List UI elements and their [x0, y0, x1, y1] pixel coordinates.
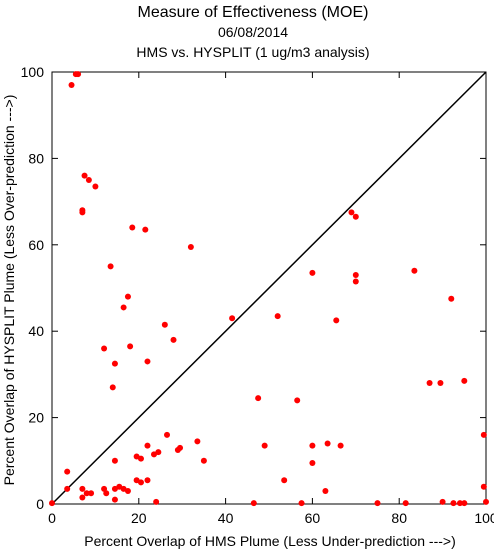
data-point — [333, 317, 340, 324]
data-point — [107, 263, 114, 270]
data-point — [322, 488, 329, 495]
data-point — [85, 177, 92, 183]
data-point — [352, 213, 359, 220]
data-point — [101, 345, 108, 352]
data-point — [309, 459, 316, 466]
data-point — [281, 477, 288, 484]
data-point — [450, 500, 457, 507]
data-point — [187, 243, 194, 250]
data-point — [255, 395, 262, 402]
x-axis-label: Percent Overlap of HMS Plume (Less Under… — [84, 533, 456, 549]
data-point — [426, 380, 433, 387]
data-point — [83, 490, 90, 497]
data-point — [309, 269, 316, 276]
data-point — [194, 438, 201, 445]
data-point — [111, 496, 118, 503]
data-point — [483, 498, 489, 505]
data-point — [324, 440, 331, 447]
data-point — [144, 358, 151, 365]
chart-subtitle: HMS vs. HYSPLIT (1 ug/m3 analysis) — [136, 44, 369, 60]
data-point — [68, 81, 75, 88]
data-point — [274, 313, 281, 320]
y-tick-label: 0 — [36, 496, 44, 512]
data-point — [124, 293, 131, 300]
data-point — [480, 483, 487, 490]
x-tick-label: 40 — [218, 510, 234, 526]
data-point — [411, 267, 418, 274]
data-point — [64, 485, 71, 492]
y-tick-label: 20 — [28, 410, 44, 426]
data-point — [352, 272, 359, 279]
x-tick-label: 0 — [48, 510, 56, 526]
data-point — [348, 209, 355, 216]
data-point — [298, 500, 305, 507]
data-point — [124, 488, 131, 495]
y-tick-label: 100 — [21, 64, 45, 80]
data-point — [461, 377, 468, 384]
data-point — [103, 490, 110, 497]
data-point — [261, 442, 268, 449]
data-point — [129, 224, 136, 231]
data-point — [456, 500, 463, 507]
y-axis-label: Percent Overlap of HYSPLIT Plume (Less O… — [1, 95, 17, 486]
data-point — [64, 468, 71, 475]
data-point — [137, 455, 144, 462]
data-point — [49, 500, 55, 507]
data-point — [250, 500, 257, 507]
data-point — [437, 380, 444, 387]
data-point — [92, 183, 99, 190]
data-point — [120, 304, 127, 311]
x-tick-label: 100 — [474, 510, 494, 526]
data-point — [229, 315, 236, 322]
data-point — [461, 500, 468, 507]
data-point — [79, 209, 86, 216]
data-point — [200, 457, 207, 464]
data-point — [79, 494, 86, 501]
x-tick-label: 80 — [391, 510, 407, 526]
chart-title: Measure of Effectiveness (MOE) — [138, 4, 369, 21]
data-point — [111, 457, 118, 464]
data-point — [170, 336, 177, 343]
data-point — [480, 431, 487, 438]
data-point — [439, 498, 446, 505]
data-point — [127, 343, 134, 350]
data-point — [88, 490, 95, 497]
data-point — [402, 500, 409, 507]
y-tick-label: 80 — [28, 150, 44, 166]
data-point — [337, 442, 344, 449]
plot-frame — [51, 71, 487, 505]
data-point — [144, 477, 151, 484]
data-point — [75, 71, 82, 78]
data-point — [294, 397, 301, 404]
data-point — [374, 500, 381, 507]
data-point — [177, 444, 184, 451]
data-point — [109, 384, 116, 391]
data-point — [144, 442, 151, 449]
y-tick-label: 60 — [28, 237, 44, 253]
data-point — [155, 449, 162, 456]
reference-diagonal-line — [51, 71, 487, 505]
data-point — [309, 442, 316, 449]
data-point — [161, 321, 168, 328]
data-point — [137, 479, 144, 486]
data-point — [79, 485, 86, 492]
data-point — [352, 278, 359, 285]
data-point — [448, 295, 455, 302]
data-point — [142, 226, 149, 233]
x-tick-label: 20 — [131, 510, 147, 526]
y-tick-label: 40 — [28, 323, 44, 339]
data-point — [111, 360, 118, 367]
data-point — [81, 172, 88, 179]
x-tick-label: 60 — [305, 510, 321, 526]
chart-date: 06/08/2014 — [218, 24, 288, 40]
data-point — [164, 431, 171, 438]
data-point — [153, 498, 160, 505]
